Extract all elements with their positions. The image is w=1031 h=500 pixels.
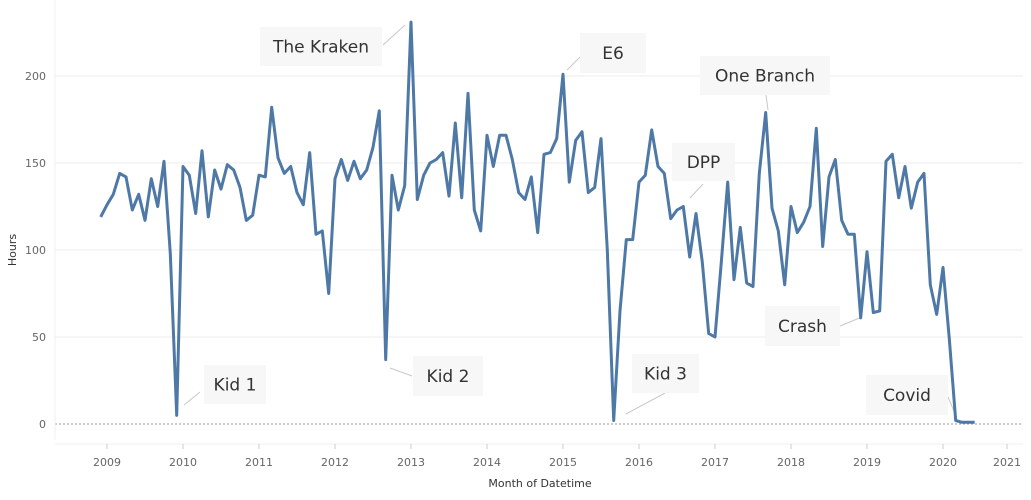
annotations: Kid 1 The Kraken Kid 2 E6 Kid 3 DPP One Branch… xyxy=(183,24,958,419)
annotation-box xyxy=(260,27,382,66)
annotation-box xyxy=(700,56,830,95)
x-tick-label: 2021 xyxy=(993,456,1021,469)
y-tick-label: 150 xyxy=(25,157,46,170)
y-tick-label: 200 xyxy=(25,70,46,83)
annotation-label: Kid 1 xyxy=(214,376,257,396)
series-line-hours xyxy=(99,20,975,424)
annotation-box xyxy=(413,356,483,396)
annotation-leader-line xyxy=(389,367,413,377)
y-axis-title: Hours xyxy=(6,234,19,266)
x-tick-label: 2013 xyxy=(397,456,425,469)
x-tick-label: 2014 xyxy=(473,456,501,469)
x-tick-label: 2020 xyxy=(929,456,957,469)
x-tick-label: 2012 xyxy=(321,456,349,469)
annotation-label: The Kraken xyxy=(272,38,369,58)
y-tick-label: 0 xyxy=(39,418,46,431)
annotation-label: One Branch xyxy=(715,67,815,87)
y-axis-ticks: 0 50 100 150 200 xyxy=(25,70,46,431)
x-tick-label: 2016 xyxy=(625,456,653,469)
annotation-label: Covid xyxy=(883,386,931,406)
x-tick-label: 2010 xyxy=(169,456,197,469)
annotation-leader-line xyxy=(839,316,863,327)
annotation-leader-line xyxy=(566,56,581,71)
annotation-box xyxy=(672,143,735,181)
annotation-the-kraken: The Kraken xyxy=(260,24,406,66)
annotation-box xyxy=(632,354,699,393)
x-tick-label: 2017 xyxy=(701,456,729,469)
x-axis-ticks: 2009 2010 2011 2012 2013 2014 2015 2016 2017 2018… xyxy=(93,444,1021,469)
x-tick-label: 2011 xyxy=(245,456,273,469)
annotation-box xyxy=(866,375,948,415)
x-axis-title: Month of Datetime xyxy=(488,477,591,490)
x-tick-label: 2018 xyxy=(777,456,805,469)
annotation-kid-2: Kid 2 xyxy=(389,356,483,396)
annotation-label: E6 xyxy=(602,44,624,64)
x-tick-label: 2019 xyxy=(853,456,881,469)
annotation-label: Crash xyxy=(778,317,827,337)
annotation-label: Kid 3 xyxy=(644,365,687,385)
y-tick-label: 100 xyxy=(25,244,46,257)
annotation-box xyxy=(580,33,646,73)
annotation-one-branch: One Branch xyxy=(700,56,830,111)
annotation-dpp: DPP xyxy=(672,143,735,199)
y-tick-label: 50 xyxy=(32,331,46,344)
annotation-kid-3: Kid 3 xyxy=(625,354,699,415)
annotation-covid: Covid xyxy=(866,375,958,419)
annotation-leader-line xyxy=(765,94,769,111)
annotation-crash: Crash xyxy=(765,306,863,346)
annotation-leader-line xyxy=(382,24,406,46)
annotation-box xyxy=(765,306,840,346)
gridlines xyxy=(54,0,1023,445)
annotation-e6: E6 xyxy=(566,33,646,73)
annotation-kid-1: Kid 1 xyxy=(183,365,266,406)
annotation-box xyxy=(204,365,266,404)
x-tick-label: 2015 xyxy=(549,456,577,469)
annotation-leader-line xyxy=(183,391,201,406)
annotation-leader-line xyxy=(625,392,666,415)
annotation-label: DPP xyxy=(687,153,721,173)
annotation-leader-line xyxy=(689,183,704,199)
annotation-label: Kid 2 xyxy=(427,367,470,387)
x-tick-label: 2009 xyxy=(93,456,121,469)
